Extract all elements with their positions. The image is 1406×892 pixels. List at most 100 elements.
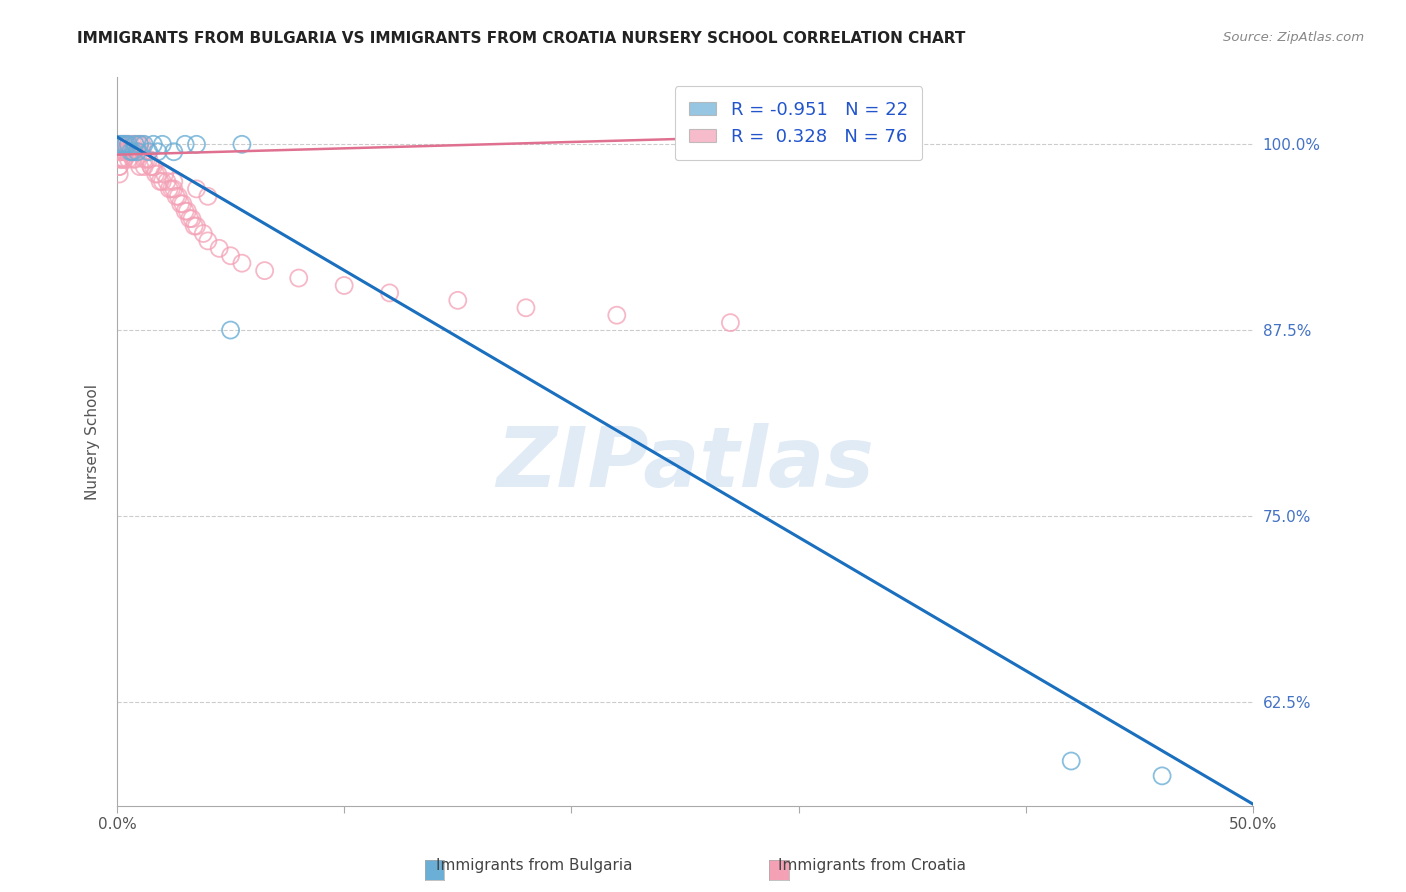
Point [108,137,131,152]
Point [115,137,138,152]
Point [127,145,149,159]
Point [108,152,131,166]
Point [112,152,135,166]
Point [117,137,139,152]
Point [152,174,174,188]
Point [606,308,628,322]
Point [146,167,169,181]
Point [186,137,208,152]
Point [447,293,470,308]
Point [117,145,139,159]
Point [139,160,162,174]
Point [142,160,165,174]
Point [135,152,157,166]
Point [219,249,242,263]
Point [124,137,146,152]
Point [117,145,139,159]
Point [112,137,135,152]
Point [122,152,145,166]
Point [117,152,139,166]
Point [128,137,150,152]
Point [110,145,132,159]
Text: IMMIGRANTS FROM BULGARIA VS IMMIGRANTS FROM CROATIA NURSERY SCHOOL CORRELATION C: IMMIGRANTS FROM BULGARIA VS IMMIGRANTS F… [77,31,966,46]
Point [153,167,176,181]
Point [181,211,204,226]
Text: ZIPatlas: ZIPatlas [496,423,875,504]
Point [163,182,186,196]
Point [186,219,208,233]
Point [117,137,139,152]
Point [139,160,162,174]
Point [120,137,142,152]
Point [718,316,741,330]
Point [128,160,150,174]
Point [169,196,191,211]
Point [124,152,146,166]
Point [515,301,537,315]
Text: Immigrants from Croatia: Immigrants from Croatia [778,858,966,872]
Point [146,145,169,159]
Point [112,152,135,166]
Point [128,137,150,152]
Point [128,145,150,159]
Point [186,182,208,196]
Point [165,189,187,203]
Point [108,145,131,159]
Point [160,182,183,196]
Point [163,174,186,188]
Point [108,167,131,181]
Point [134,152,156,166]
Point [208,241,231,255]
Point [110,152,132,166]
Point [1060,754,1083,768]
Point [145,167,167,181]
Point [163,145,186,159]
Point [138,152,160,166]
Point [287,271,309,285]
Point [108,137,131,152]
Text: Source: ZipAtlas.com: Source: ZipAtlas.com [1223,31,1364,45]
Point [333,278,356,293]
Point [134,137,156,152]
Point [108,160,131,174]
Point [179,211,201,226]
Point [131,137,153,152]
Point [157,182,180,196]
Text: Immigrants from Bulgaria: Immigrants from Bulgaria [436,858,633,872]
Point [152,137,174,152]
Point [127,145,149,159]
Point [134,160,156,174]
Legend: R = -0.951   N = 22, R =  0.328   N = 76: R = -0.951 N = 22, R = 0.328 N = 76 [675,87,922,161]
Point [219,323,242,337]
Point [149,174,172,188]
Point [174,137,197,152]
Point [183,219,205,233]
Point [122,137,145,152]
Point [172,196,194,211]
Point [142,137,165,152]
Point [124,145,146,159]
Point [231,256,253,270]
Point [110,137,132,152]
Point [120,145,142,159]
Point [122,145,145,159]
Point [127,137,149,152]
Point [110,152,132,166]
Point [115,145,138,159]
Point [378,285,401,300]
Point [174,204,197,219]
Point [138,145,160,159]
Point [1152,769,1174,783]
Point [156,174,179,188]
Y-axis label: Nursery School: Nursery School [86,384,100,500]
Point [176,204,198,219]
Point [110,137,132,152]
Point [112,145,135,159]
Point [167,189,190,203]
Point [197,234,219,248]
Point [253,263,276,277]
Point [193,227,215,241]
Point [122,145,145,159]
Point [120,145,142,159]
Point [108,160,131,174]
